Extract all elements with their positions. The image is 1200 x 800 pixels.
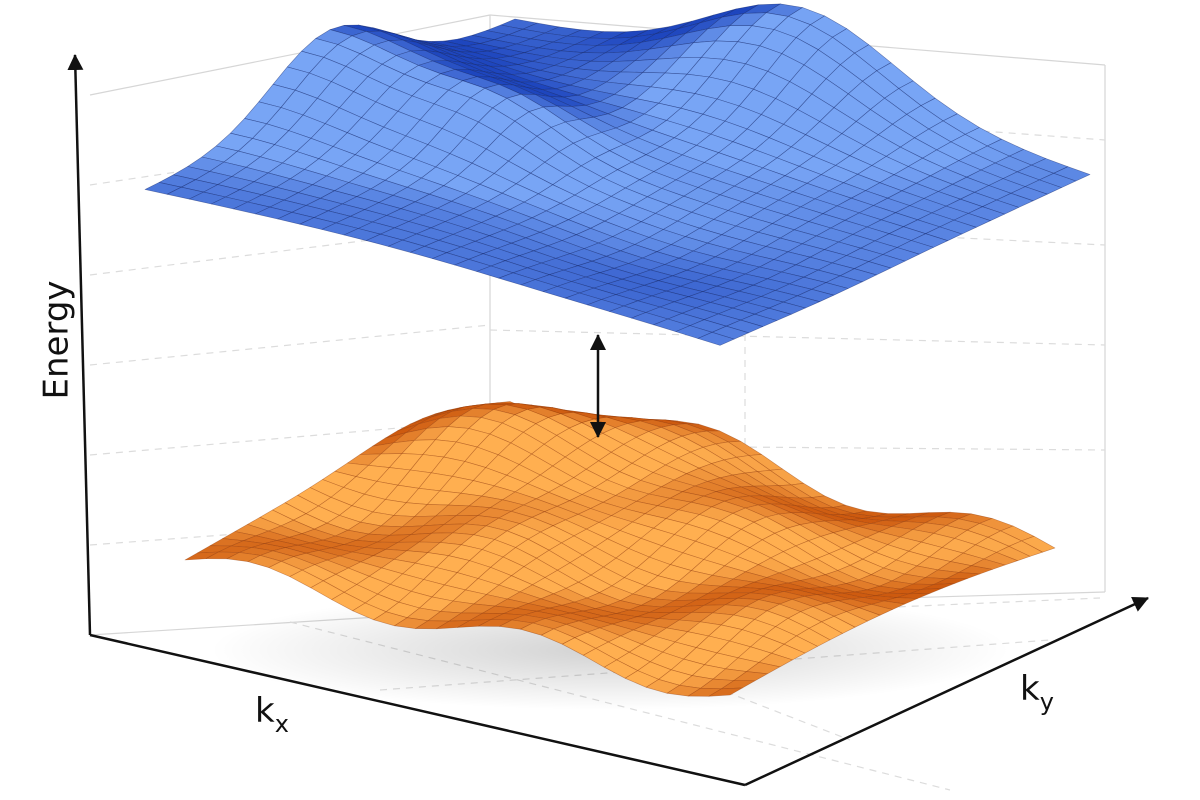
kx-subscript: x [275, 710, 289, 738]
ky-subscript: y [1040, 688, 1054, 716]
kx-label: kx [255, 691, 289, 738]
grid-line [489, 214, 1106, 246]
surface-patch [708, 687, 743, 697]
grid-line [89, 419, 491, 456]
grid-line [89, 124, 491, 186]
wall-edge [89, 14, 491, 96]
energy-axis [67, 54, 92, 636]
axes [67, 54, 1149, 787]
energy-label: Energy [37, 280, 77, 399]
grid-line [489, 94, 1106, 141]
surface-patch [697, 332, 735, 346]
kx-symbol: k [255, 691, 275, 731]
ky-symbol: k [1020, 669, 1040, 709]
grid-line [489, 444, 1106, 451]
valence-band [184, 401, 1056, 697]
ky-axis [744, 596, 1149, 787]
grid-line [489, 329, 1106, 346]
kx-axis [89, 633, 746, 787]
ky-label: ky [1020, 669, 1054, 716]
grid-line [89, 324, 491, 366]
conduction-band [144, 3, 1091, 346]
grid-line [89, 224, 491, 276]
